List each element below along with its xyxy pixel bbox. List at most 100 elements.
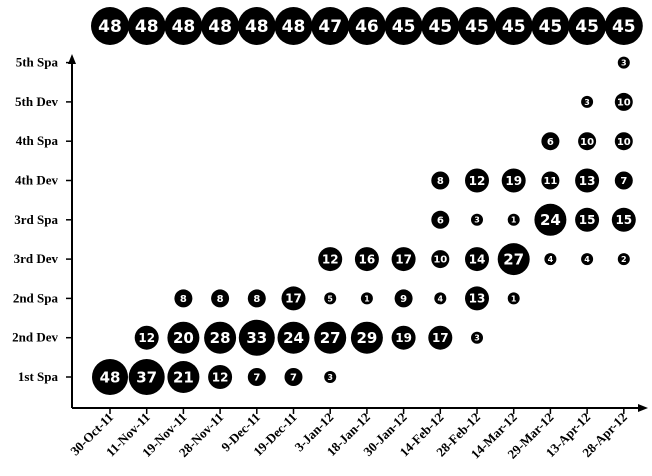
data-label: 28	[210, 329, 231, 347]
y-tick-label: 5th Spa	[16, 55, 59, 70]
total-label: 45	[612, 17, 636, 37]
data-bubble	[471, 331, 483, 344]
data-bubble	[614, 171, 633, 190]
total-bubble	[604, 7, 643, 45]
data-bubble	[324, 371, 337, 383]
y-tick-label: 4th Spa	[16, 133, 59, 148]
data-bubble	[614, 132, 633, 151]
x-tick-group: 30-Oct-1111-Nov-1119-Nov-1128-Nov-119-De…	[67, 408, 630, 462]
data-label: 33	[246, 329, 267, 347]
data-label: 20	[173, 329, 194, 347]
data-bubble	[281, 286, 306, 311]
total-bubble	[164, 7, 203, 45]
y-tick-label: 3rd Spa	[14, 212, 58, 227]
data-bubble	[391, 247, 416, 272]
data-bubble	[581, 253, 594, 266]
data-bubble	[497, 243, 530, 276]
total-label: 45	[428, 17, 452, 37]
data-label: 10	[617, 137, 631, 148]
data-label: 4	[438, 294, 444, 303]
bubble-group: 48 37122120812288733872417327512291161991…	[92, 56, 636, 395]
y-tick-label: 2nd Dev	[12, 330, 58, 345]
total-bubble	[568, 7, 607, 45]
data-label: 48	[100, 368, 121, 386]
data-bubble	[431, 250, 450, 269]
total-bubble	[201, 7, 240, 45]
data-bubble	[431, 210, 450, 229]
total-label: 47	[318, 17, 342, 37]
total-label: 48	[172, 17, 196, 37]
data-bubble	[134, 325, 159, 350]
data-label: 9	[400, 294, 407, 305]
total-label: 48	[208, 17, 232, 37]
data-label: 3	[584, 98, 590, 107]
data-label: 15	[615, 213, 632, 227]
data-bubble	[238, 319, 275, 356]
total-label: 45	[575, 17, 599, 37]
y-tick-label: 2nd Spa	[13, 290, 59, 305]
data-label: 13	[469, 292, 486, 306]
data-bubble	[318, 247, 343, 272]
data-bubble	[204, 321, 237, 354]
data-bubble	[507, 292, 520, 305]
data-bubble	[507, 213, 520, 226]
data-bubble	[277, 321, 310, 354]
data-bubble	[575, 207, 600, 232]
data-label: 15	[579, 213, 596, 227]
total-bubble	[311, 7, 350, 45]
data-bubble	[247, 368, 266, 386]
data-label: 8	[253, 294, 260, 305]
data-label: 6	[437, 215, 444, 226]
y-tick-group: 1st Spa 2nd Dev 2nd Spa 3rd Dev 3rd Spa 4th D…	[12, 55, 72, 384]
total-bubble	[458, 7, 496, 45]
data-bubble	[611, 207, 636, 232]
data-label: 4	[548, 255, 554, 264]
data-label: 11	[543, 176, 557, 187]
data-label: 27	[320, 329, 341, 347]
data-bubble	[167, 361, 200, 393]
data-bubble	[354, 247, 379, 272]
data-label: 2	[621, 255, 627, 264]
y-tick-label: 5th Dev	[15, 94, 58, 109]
y-tick-label: 4th Dev	[15, 173, 58, 188]
y-axis-arrow	[68, 54, 76, 64]
total-label: 48	[245, 17, 269, 37]
total-label: 48	[282, 17, 306, 37]
data-label: 17	[395, 252, 412, 266]
x-axis-arrow	[638, 404, 648, 412]
total-bubble	[127, 7, 166, 45]
total-bubble	[421, 7, 460, 45]
data-bubble	[465, 168, 489, 193]
data-label: 17	[285, 292, 302, 306]
data-label: 3	[621, 58, 627, 67]
data-label: 19	[505, 174, 522, 188]
data-label: 8	[180, 294, 187, 305]
data-label: 29	[356, 329, 377, 347]
total-bubble	[531, 7, 570, 45]
data-bubble	[575, 168, 600, 193]
total-label: 48	[135, 17, 159, 37]
data-bubble	[541, 132, 560, 151]
data-bubble	[284, 368, 303, 386]
data-bubble	[465, 286, 489, 311]
total-bubble	[384, 7, 423, 45]
data-label: 3	[474, 334, 480, 343]
data-bubble	[394, 289, 413, 308]
data-bubble	[614, 92, 633, 111]
data-label: 5	[327, 294, 333, 303]
data-bubble	[208, 365, 233, 389]
data-label: 1	[511, 294, 517, 303]
data-bubble	[544, 253, 557, 266]
total-label: 45	[392, 17, 416, 37]
data-label: 3	[327, 373, 333, 382]
total-bubble	[347, 7, 386, 45]
y-tick-label: 3rd Dev	[14, 251, 59, 266]
data-bubble	[360, 292, 373, 305]
data-bubble	[581, 95, 594, 108]
total-bubble	[274, 7, 313, 45]
data-label: 1	[511, 216, 517, 225]
data-label: 14	[469, 252, 486, 266]
data-bubble	[391, 325, 416, 350]
data-bubble	[541, 171, 560, 190]
data-bubble	[350, 321, 383, 354]
